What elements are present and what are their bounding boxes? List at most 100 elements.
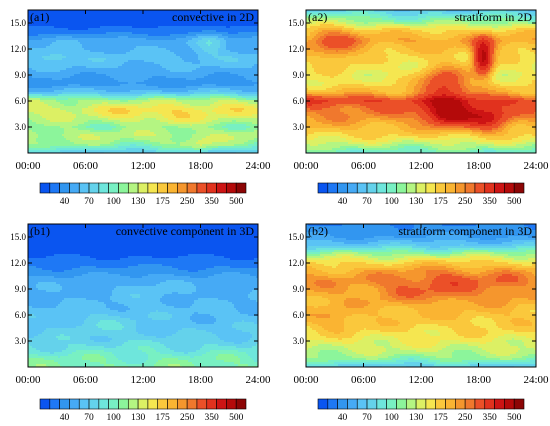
colorbar-swatch	[206, 398, 217, 410]
colorbar-swatch	[317, 398, 329, 410]
heatmap-field	[28, 224, 258, 367]
colorbar-label: 175	[433, 413, 448, 423]
colorbar-label: 40	[60, 197, 70, 207]
colorbar-swatch	[347, 398, 358, 410]
colorbar-swatch	[98, 182, 109, 194]
heatmap-field	[306, 224, 536, 367]
panel-label: (b2)	[308, 224, 328, 238]
colorbar-swatch	[78, 182, 90, 194]
colorbar-swatch	[147, 182, 159, 194]
colorbar-swatch	[455, 398, 466, 410]
colorbar-swatch	[137, 182, 149, 194]
colorbar-swatch	[78, 398, 90, 410]
x-tick-label: 06:00	[73, 160, 99, 172]
colorbar: 40 70 100 130 175 250 350 500	[39, 182, 247, 207]
colorbar-swatch	[513, 398, 525, 410]
panel-a2: (a2) stratiform in 2D 00:00 06:00 12:00 18:00…	[288, 9, 549, 207]
colorbar-swatch	[445, 182, 456, 194]
colorbar-swatch	[494, 398, 505, 410]
colorbar-label: 70	[362, 197, 372, 207]
colorbar-label: 250	[458, 413, 473, 423]
colorbar-swatch	[167, 398, 178, 410]
colorbar-swatch	[337, 398, 348, 410]
y-tick-label: 15.0	[10, 18, 26, 28]
colorbar-swatch	[425, 398, 437, 410]
colorbar-swatch	[386, 182, 397, 194]
panel-label: (a2)	[308, 10, 327, 24]
colorbar-swatch	[464, 398, 476, 410]
colorbar-swatch	[226, 398, 237, 410]
colorbar-label: 130	[409, 197, 424, 207]
colorbar-swatch	[177, 182, 188, 194]
colorbar-swatch	[327, 398, 338, 410]
colorbar-label: 40	[60, 413, 70, 423]
colorbar-swatch	[435, 182, 446, 194]
x-tick-label: 18:00	[188, 160, 214, 172]
panel-b1: (b1) convective component in 3D 00:00 06:00…	[10, 223, 271, 423]
colorbar-swatch	[386, 398, 397, 410]
y-tick-label: 6.0	[293, 310, 305, 320]
colorbar-swatch	[118, 398, 129, 410]
colorbar-swatch	[118, 182, 129, 194]
y-tick-label: 3.0	[15, 122, 27, 132]
colorbar-swatch	[98, 398, 109, 410]
colorbar-swatch	[376, 398, 387, 410]
y-tick-label: 12.0	[288, 44, 304, 54]
y-tick-label: 9.0	[293, 70, 305, 80]
colorbar-label: 130	[131, 413, 146, 423]
colorbar-label: 70	[362, 413, 372, 423]
colorbar-label: 70	[84, 197, 94, 207]
colorbar-swatch	[513, 182, 525, 194]
panel-title: stratiform in 2D	[455, 10, 533, 24]
colorbar-label: 100	[106, 197, 121, 207]
colorbar-swatch	[49, 398, 60, 410]
x-tick-label: 24:00	[245, 160, 271, 172]
colorbar-swatch	[366, 398, 378, 410]
colorbar-label: 100	[384, 197, 399, 207]
x-tick-label: 12:00	[408, 160, 434, 172]
colorbar-label: 130	[131, 197, 146, 207]
y-tick-label: 15.0	[288, 232, 304, 242]
colorbar-label: 100	[106, 413, 121, 423]
colorbar-swatch	[425, 182, 437, 194]
colorbar-swatch	[356, 398, 368, 410]
colorbar-swatch	[59, 182, 70, 194]
x-tick-label: 12:00	[408, 374, 434, 386]
panel-label: (a1)	[30, 10, 49, 24]
x-tick-label: 00:00	[15, 160, 41, 172]
colorbar-swatch	[186, 182, 198, 194]
x-tick-label: 18:00	[188, 374, 214, 386]
y-tick-label: 6.0	[15, 310, 27, 320]
colorbar-swatch	[504, 398, 515, 410]
colorbar-swatch	[445, 398, 456, 410]
colorbar-swatch	[108, 398, 119, 410]
panel-label: (b1)	[30, 224, 50, 238]
colorbar-swatch	[337, 182, 348, 194]
x-tick-label: 24:00	[245, 374, 271, 386]
colorbar-label: 350	[483, 413, 498, 423]
colorbar-swatch	[206, 182, 217, 194]
colorbar-swatch	[415, 182, 427, 194]
heatmap-field	[306, 10, 536, 153]
colorbar-label: 100	[384, 413, 399, 423]
colorbar-label: 500	[507, 197, 522, 207]
y-tick-label: 6.0	[293, 96, 305, 106]
colorbar-swatch	[484, 182, 495, 194]
colorbar-swatch	[376, 182, 387, 194]
x-tick-label: 24:00	[523, 374, 549, 386]
colorbar-swatch	[59, 398, 70, 410]
x-tick-label: 18:00	[466, 374, 492, 386]
colorbar-swatch	[317, 182, 329, 194]
colorbar-label: 130	[409, 413, 424, 423]
colorbar-swatch	[455, 182, 466, 194]
colorbar: 40 70 100 130 175 250 350 500	[317, 182, 525, 207]
colorbar-label: 500	[229, 197, 244, 207]
x-tick-label: 24:00	[523, 160, 549, 172]
x-tick-label: 12:00	[130, 160, 156, 172]
colorbar-label: 175	[433, 197, 448, 207]
colorbar-swatch	[216, 182, 227, 194]
panel-title: stratiform component in 3D	[398, 224, 532, 238]
colorbar-swatch	[405, 182, 417, 194]
colorbar: 40 70 100 130 175 250 350 500	[39, 398, 247, 423]
